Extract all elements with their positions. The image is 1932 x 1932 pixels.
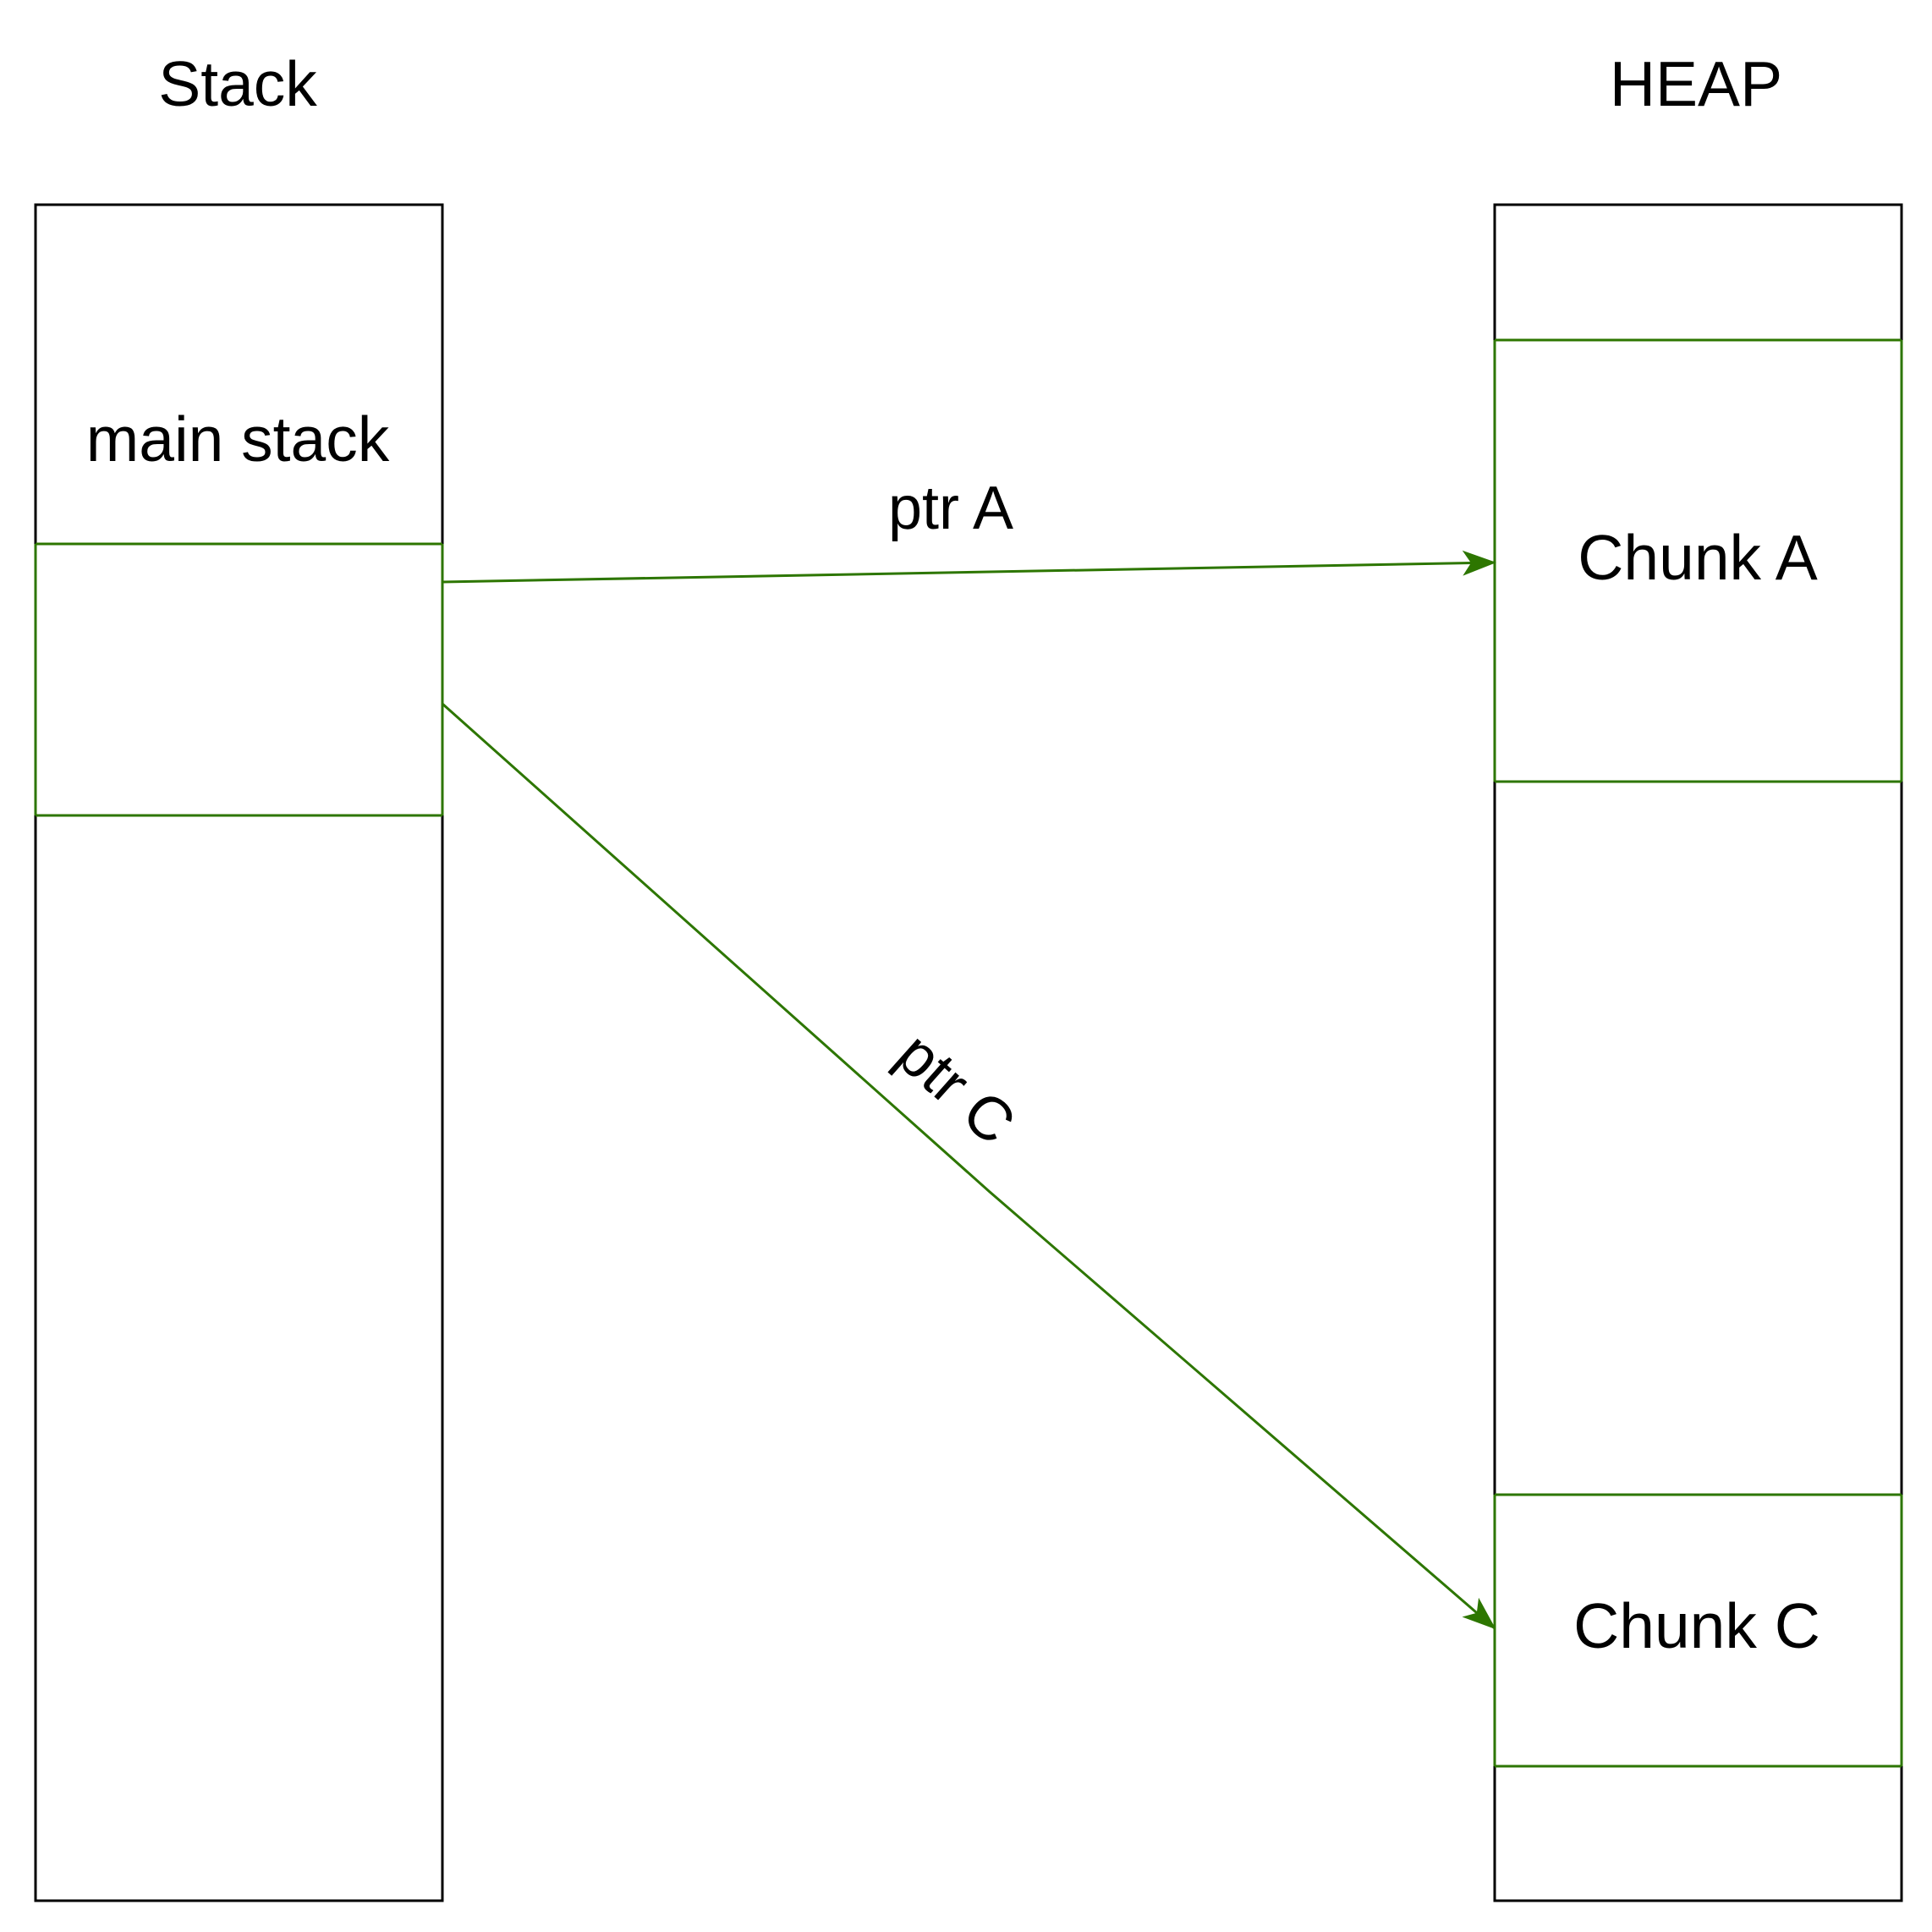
ptr-c-label: ptr C: [884, 1019, 1028, 1158]
chunk-c-label: Chunk C: [1573, 1590, 1820, 1661]
main-stack-label: main stack: [86, 403, 390, 475]
heap-column-title: HEAP: [1610, 48, 1782, 119]
chunk-a-label: Chunk A: [1578, 522, 1818, 593]
ptr-a-label: ptr A: [888, 475, 1013, 542]
heap-region: [1493, 203, 1903, 1902]
ptr-a-arrow: [442, 550, 1496, 584]
stack-region: [34, 203, 444, 1902]
stack-column-title: Stack: [158, 48, 317, 119]
ptr-c-arrow: [442, 702, 1496, 1630]
